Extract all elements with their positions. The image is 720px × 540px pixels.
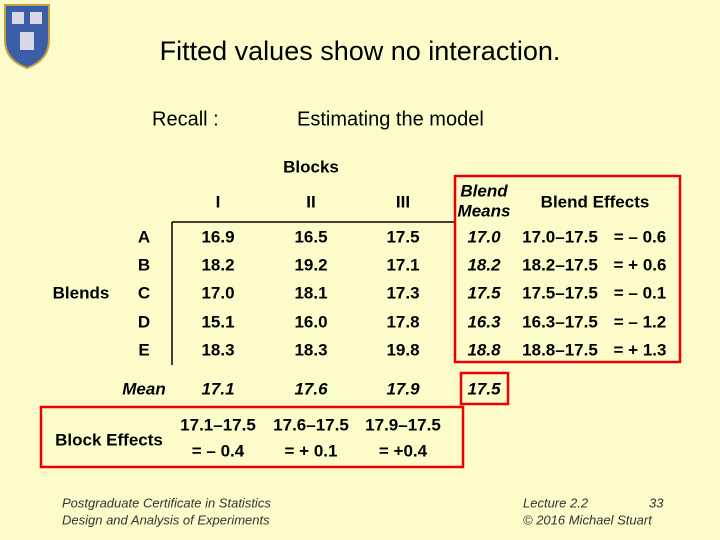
column-header: II bbox=[306, 192, 315, 211]
cell: 18.3 bbox=[201, 340, 234, 359]
block-mean: 17.6 bbox=[294, 379, 328, 398]
footer-left: Design and Analysis of Experiments bbox=[62, 512, 270, 527]
highlight-box bbox=[459, 371, 510, 406]
logo bbox=[4, 4, 50, 70]
block-effect-calc: 17.9–17.5 bbox=[365, 415, 441, 434]
footer-lecture: Lecture 2.2 bbox=[523, 495, 589, 510]
title: Fitted values show no interaction. bbox=[160, 36, 561, 66]
cell: 15.1 bbox=[201, 312, 234, 331]
row-label: D bbox=[138, 312, 150, 331]
recall: Recall : bbox=[152, 108, 219, 130]
column-header: III bbox=[396, 192, 410, 211]
row-label: C bbox=[138, 283, 150, 302]
effect: = – 1.2 bbox=[614, 312, 666, 331]
cell: 19.2 bbox=[294, 255, 327, 274]
effect: = + 1.3 bbox=[614, 340, 667, 359]
blend-means-header: Means bbox=[458, 201, 511, 220]
cell: 16.9 bbox=[201, 227, 234, 246]
highlight-box bbox=[39, 405, 465, 469]
footer-left: Postgraduate Certificate in Statistics bbox=[62, 495, 271, 510]
block-effect: = – 0.4 bbox=[192, 441, 245, 460]
blends-label: Blends bbox=[53, 283, 110, 302]
effect-calc: 18.8–17.5 bbox=[522, 340, 598, 359]
block-effect: = +0.4 bbox=[379, 441, 428, 460]
cell: 16.5 bbox=[294, 227, 327, 246]
block-effect-calc: 17.6–17.5 bbox=[273, 415, 349, 434]
blocks-label: Blocks bbox=[283, 157, 339, 176]
footer-copyright: © 2016 Michael Stuart bbox=[523, 512, 653, 527]
cell: 18.2 bbox=[201, 255, 234, 274]
cell: 17.5 bbox=[386, 227, 419, 246]
cell: 19.8 bbox=[386, 340, 419, 359]
row-label: B bbox=[138, 255, 150, 274]
blend-effects-header: Blend Effects bbox=[541, 192, 650, 211]
block-effect: = + 0.1 bbox=[285, 441, 338, 460]
blend-mean: 17.5 bbox=[467, 283, 501, 302]
row-label: A bbox=[138, 227, 150, 246]
footer-page: 33 bbox=[649, 495, 664, 510]
cell: 17.8 bbox=[386, 312, 419, 331]
block-mean: 17.9 bbox=[386, 379, 420, 398]
effect-calc: 18.2–17.5 bbox=[522, 255, 598, 274]
cell: 18.3 bbox=[294, 340, 327, 359]
effect-calc: 17.0–17.5 bbox=[522, 227, 598, 246]
mean-label: Mean bbox=[122, 379, 165, 398]
effect: = – 0.1 bbox=[614, 283, 666, 302]
grand-mean: 17.5 bbox=[467, 379, 501, 398]
block-mean: 17.1 bbox=[201, 379, 234, 398]
blend-means-header: Blend bbox=[460, 181, 508, 200]
cell: 16.0 bbox=[294, 312, 327, 331]
blend-mean: 18.2 bbox=[467, 255, 501, 274]
blend-mean: 18.8 bbox=[467, 340, 501, 359]
block-effect-calc: 17.1–17.5 bbox=[180, 415, 256, 434]
cell: 17.1 bbox=[386, 255, 419, 274]
block-effects-label: Block Effects bbox=[55, 430, 163, 449]
column-header: I bbox=[216, 192, 221, 211]
effect: = + 0.6 bbox=[614, 255, 667, 274]
subtitle: Estimating the model bbox=[297, 108, 484, 130]
cell: 17.3 bbox=[386, 283, 419, 302]
highlight-box bbox=[453, 174, 682, 364]
blend-mean: 16.3 bbox=[467, 312, 501, 331]
cell: 18.1 bbox=[294, 283, 327, 302]
cell: 17.0 bbox=[201, 283, 234, 302]
blend-mean: 17.0 bbox=[467, 227, 501, 246]
effect: = – 0.6 bbox=[614, 227, 666, 246]
row-label: E bbox=[138, 340, 149, 359]
effect-calc: 16.3–17.5 bbox=[522, 312, 598, 331]
effect-calc: 17.5–17.5 bbox=[522, 283, 598, 302]
